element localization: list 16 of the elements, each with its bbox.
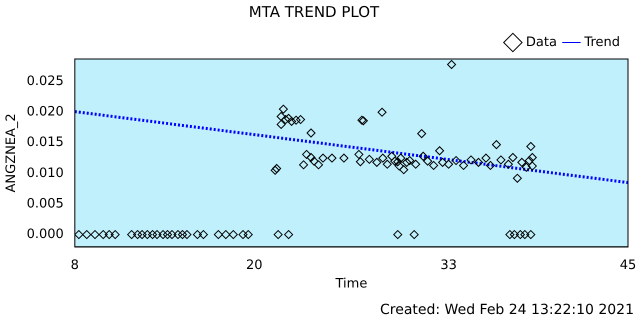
x-tick-label: 8 [70,258,79,273]
y-tick-label: 0.020 [26,104,64,120]
y-tick-label: 0.005 [26,196,64,212]
x-axis-title: Time [334,276,368,292]
y-tick-label: 0.000 [26,226,64,242]
x-tick-label: 33 [440,258,457,273]
x-tick-label: 20 [246,258,262,273]
legend-label: Trend [583,34,620,50]
y-tick-label: 0.015 [26,135,64,150]
legend-label: Data [526,34,557,50]
text: Created: Wed Feb 24 13:22:10 2021 [380,302,634,318]
y-tick-label: 0.010 [26,166,64,181]
chart-title: MTA TREND PLOT [248,2,380,21]
x-tick-label: 45 [620,258,636,273]
y-axis-title: ANGZNEA_2 [4,113,20,192]
y-tick-label: 0.025 [26,74,64,90]
